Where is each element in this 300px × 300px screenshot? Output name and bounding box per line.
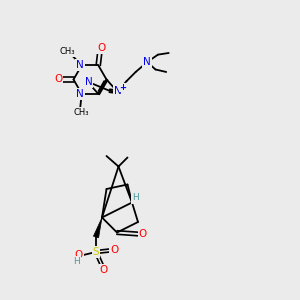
Text: S: S <box>93 247 99 257</box>
Text: H: H <box>132 194 139 202</box>
Text: O: O <box>98 43 106 53</box>
Polygon shape <box>93 218 102 238</box>
Text: CH₃: CH₃ <box>73 108 89 117</box>
Text: N: N <box>76 89 84 99</box>
Text: O: O <box>110 244 118 255</box>
Text: O: O <box>100 265 108 275</box>
Text: CH₃: CH₃ <box>59 47 75 56</box>
Text: O: O <box>75 250 83 260</box>
Text: N: N <box>76 60 84 70</box>
Text: N: N <box>85 76 92 86</box>
Text: N: N <box>143 57 151 67</box>
Text: H: H <box>74 257 80 266</box>
Text: +: + <box>119 83 126 92</box>
Text: N: N <box>114 86 122 96</box>
Text: O: O <box>54 74 62 85</box>
Text: O: O <box>139 229 147 239</box>
